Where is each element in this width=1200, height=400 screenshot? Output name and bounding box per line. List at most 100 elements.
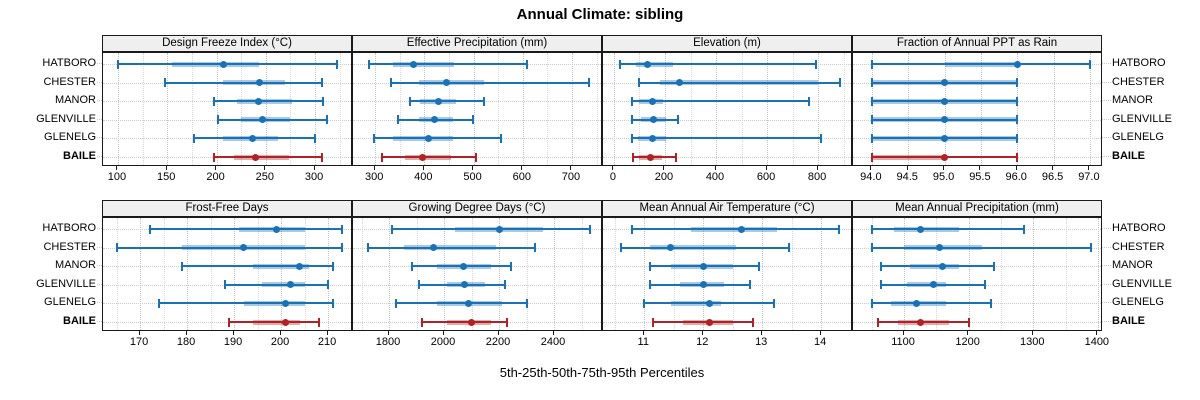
median-dot <box>1013 60 1021 68</box>
series-hatboro <box>103 53 351 165</box>
whisker-cap <box>390 224 393 234</box>
axis-tick <box>663 166 665 170</box>
whisker-cap <box>652 317 655 327</box>
series-manor <box>853 53 1101 165</box>
axis-tick-label: 2000 <box>430 336 456 348</box>
iqr-band <box>237 98 293 104</box>
median-dot <box>705 318 713 326</box>
median-dot <box>647 153 655 161</box>
series-chester <box>353 53 601 165</box>
row-label-left-glenelg: GLENELG <box>44 131 96 144</box>
series-baile <box>853 53 1101 165</box>
axis-tick <box>165 166 167 170</box>
row-label-right-glenville: GLENVILLE <box>1112 112 1172 125</box>
gridline-vertical <box>471 218 473 330</box>
whisker-cap <box>870 59 873 69</box>
axis-tick-label: 95.5 <box>969 171 991 183</box>
gridline-horizontal <box>603 119 851 121</box>
axis-tick-label: 100 <box>107 171 127 183</box>
median-dot <box>941 134 949 142</box>
leader-dots <box>97 246 102 248</box>
axis-tick-label: 2200 <box>485 336 511 348</box>
series-baile <box>603 53 851 165</box>
panel-plot <box>852 52 1102 166</box>
whisker-cap <box>397 115 400 125</box>
whisker-line <box>871 302 992 305</box>
whisker-cap <box>870 152 873 162</box>
iqr-band <box>392 61 454 67</box>
median-dot <box>434 97 442 105</box>
row-label-left-glenville: GLENVILLE <box>36 277 96 290</box>
panel-plot <box>352 52 602 166</box>
axis-tick-label: 95.0 <box>932 171 955 183</box>
series-hatboro <box>353 218 601 330</box>
leader-dots <box>1102 265 1111 267</box>
axis-tick-label: 400 <box>414 171 433 183</box>
gridline-vertical <box>613 53 615 165</box>
gridline-vertical <box>716 53 717 165</box>
whisker-line <box>422 321 508 323</box>
whisker-cap <box>983 280 986 290</box>
gridline-vertical <box>850 218 851 330</box>
row-label-left-manor: MANOR <box>55 259 96 272</box>
whisker-cap <box>164 78 167 88</box>
median-dot <box>936 244 944 252</box>
gridline-vertical <box>908 53 910 165</box>
whisker-cap <box>411 261 414 271</box>
whisker-line <box>229 321 319 323</box>
axis-tick-label: 1200 <box>955 336 980 348</box>
whisker-line <box>638 81 840 84</box>
gridline-vertical <box>644 218 646 330</box>
axis-tick <box>326 331 328 335</box>
iqr-band <box>234 154 290 160</box>
gridline-horizontal <box>353 119 601 121</box>
whisker-cap <box>877 317 880 327</box>
series-glenelg <box>853 53 1101 165</box>
iqr-band <box>670 300 721 306</box>
median-dot <box>650 116 657 124</box>
gridline-vertical <box>117 53 119 165</box>
axis-tick-label: 0 <box>609 171 617 183</box>
gridline-vertical <box>871 53 873 165</box>
gridline-vertical <box>142 53 144 165</box>
median-dot <box>282 318 290 326</box>
whisker-line <box>620 246 789 249</box>
axis-tick <box>870 166 872 170</box>
row-label-right-chester: CHESTER <box>1112 75 1165 88</box>
whisker-cap <box>880 261 883 271</box>
leader-dots <box>1102 81 1111 83</box>
axis-tick <box>612 166 614 170</box>
row-label-left-glenville: GLENVILLE <box>36 112 96 125</box>
whisker-cap <box>373 133 376 143</box>
leader-dots <box>1102 63 1111 64</box>
leader-dots <box>1102 246 1111 248</box>
leader-dots <box>97 302 102 304</box>
iqr-band <box>944 61 1018 67</box>
whisker-cap <box>749 280 752 290</box>
axis-tick-label: 96.0 <box>1005 171 1027 183</box>
median-dot <box>916 225 924 233</box>
axis-tick-label: 300 <box>364 171 384 183</box>
whisker-cap <box>637 78 640 88</box>
gridline-vertical <box>581 218 583 330</box>
gridline-vertical <box>968 218 970 330</box>
whisker-cap <box>525 298 528 308</box>
gridline-vertical <box>328 218 330 330</box>
gridline-vertical <box>871 218 873 330</box>
series-manor <box>103 218 351 330</box>
gridline-vertical <box>904 218 906 330</box>
leader-dots <box>97 100 102 102</box>
whisker-cap <box>482 96 485 106</box>
gridline-vertical <box>762 218 764 330</box>
whisker-cap <box>870 298 873 308</box>
whisker-line <box>182 265 333 268</box>
series-glenville <box>853 53 1101 165</box>
panel-plot <box>602 217 852 331</box>
iqr-band <box>404 154 452 160</box>
gridline-vertical <box>821 218 823 330</box>
whisker-cap <box>820 133 823 143</box>
median-dot <box>419 153 427 161</box>
leader-dots <box>1102 156 1111 157</box>
leader-dots <box>97 118 102 120</box>
whisker-cap <box>870 243 873 253</box>
